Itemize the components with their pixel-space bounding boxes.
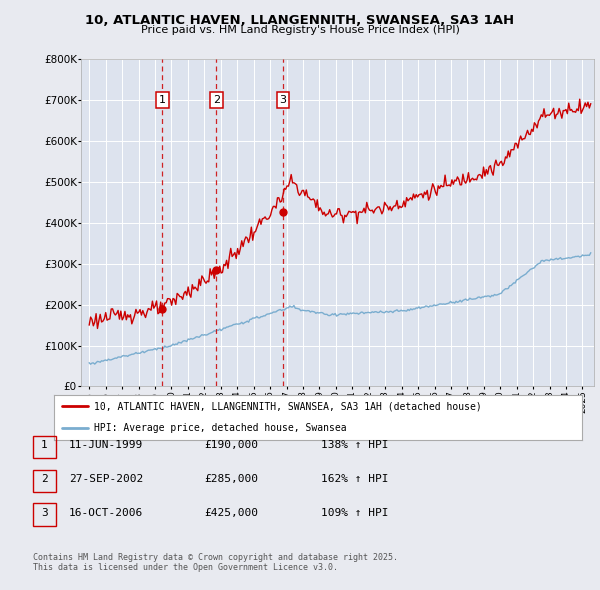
Text: 16-OCT-2006: 16-OCT-2006	[69, 508, 143, 517]
Text: 27-SEP-2002: 27-SEP-2002	[69, 474, 143, 484]
Text: £285,000: £285,000	[204, 474, 258, 484]
Text: £190,000: £190,000	[204, 441, 258, 450]
Text: 162% ↑ HPI: 162% ↑ HPI	[321, 474, 389, 484]
Text: 1: 1	[41, 441, 48, 450]
Text: 2: 2	[41, 474, 48, 484]
Text: 1: 1	[159, 95, 166, 105]
Text: HPI: Average price, detached house, Swansea: HPI: Average price, detached house, Swan…	[94, 424, 346, 434]
Text: 11-JUN-1999: 11-JUN-1999	[69, 441, 143, 450]
Text: Price paid vs. HM Land Registry's House Price Index (HPI): Price paid vs. HM Land Registry's House …	[140, 25, 460, 35]
Text: 3: 3	[280, 95, 287, 105]
Text: 10, ATLANTIC HAVEN, LLANGENNITH, SWANSEA, SA3 1AH: 10, ATLANTIC HAVEN, LLANGENNITH, SWANSEA…	[85, 14, 515, 27]
Text: £425,000: £425,000	[204, 508, 258, 517]
Text: 2: 2	[213, 95, 220, 105]
Text: 109% ↑ HPI: 109% ↑ HPI	[321, 508, 389, 517]
Text: 138% ↑ HPI: 138% ↑ HPI	[321, 441, 389, 450]
Text: 3: 3	[41, 508, 48, 517]
Text: Contains HM Land Registry data © Crown copyright and database right 2025.
This d: Contains HM Land Registry data © Crown c…	[33, 553, 398, 572]
Text: 10, ATLANTIC HAVEN, LLANGENNITH, SWANSEA, SA3 1AH (detached house): 10, ATLANTIC HAVEN, LLANGENNITH, SWANSEA…	[94, 401, 481, 411]
